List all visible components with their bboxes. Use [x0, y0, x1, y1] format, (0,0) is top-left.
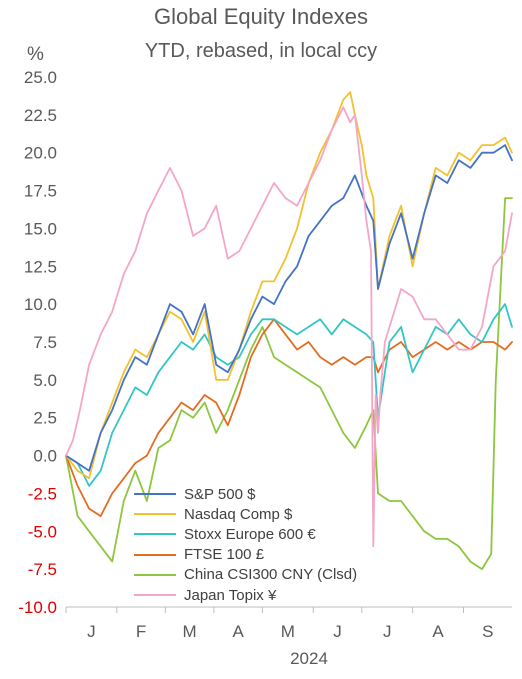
y-tick-label: 10.0 [24, 295, 57, 314]
legend-swatch [134, 594, 176, 597]
legend-label: Japan Topix ¥ [184, 586, 277, 604]
legend-item: China CSI300 CNY (Clsd) [134, 565, 357, 585]
chart-subtitle: YTD, rebased, in local ccy [144, 40, 378, 62]
x-tick-label: M [281, 622, 295, 641]
legend-item: Nasdaq Comp $ [134, 504, 357, 524]
x-tick-label: A [432, 622, 444, 641]
chart-legend: S&P 500 $ Nasdaq Comp $ Stoxx Europe 600 €… [134, 484, 357, 605]
legend-label: China CSI300 CNY (Clsd) [184, 566, 358, 584]
series-line-5 [65, 106, 513, 548]
x-tick-label: J [383, 622, 392, 641]
y-tick-label: -7.5 [28, 560, 57, 579]
y-tick-label: 5.0 [33, 371, 57, 390]
legend-label: S&P 500 $ [184, 485, 256, 503]
y-tick-label: 20.0 [24, 144, 57, 163]
series-line-3 [65, 318, 513, 517]
series-line-4 [65, 197, 513, 570]
series-line-2 [65, 303, 513, 487]
y-tick-label: 25.0 [24, 68, 57, 87]
y-tick-label: 17.5 [24, 182, 57, 201]
series-lines [65, 91, 513, 570]
x-tick-label: A [232, 622, 244, 641]
legend-label: Nasdaq Comp $ [184, 505, 293, 523]
legend-item: Japan Topix ¥ [134, 585, 357, 605]
y-tick-label: -10.0 [18, 598, 57, 617]
y-tick-label: 0.0 [33, 447, 57, 466]
legend-item: Stoxx Europe 600 € [134, 524, 357, 544]
series-line-1 [65, 91, 513, 480]
legend-swatch [134, 513, 176, 516]
legend-item: FTSE 100 £ [134, 545, 357, 565]
y-tick-label: 15.0 [24, 219, 57, 238]
x-tick-label: F [136, 622, 146, 641]
legend-item: S&P 500 $ [134, 484, 357, 504]
legend-swatch [134, 553, 176, 556]
series-line-0 [65, 144, 513, 472]
legend-swatch [134, 533, 176, 536]
chart-title: Global Equity Indexes [153, 4, 369, 29]
chart-axes: 25.0 22.5 20.0 17.5 15.0 12.5 10.0 7.5 5.0 2.5 0.0… [18, 68, 512, 668]
legend-label: Stoxx Europe 600 € [184, 525, 316, 543]
y-unit-label: % [27, 44, 44, 65]
y-tick-label: -2.5 [28, 484, 57, 503]
y-tick-label: 12.5 [24, 257, 57, 276]
y-tick-label: 7.5 [33, 333, 57, 352]
legend-swatch [134, 493, 176, 496]
y-tick-label: 22.5 [24, 106, 57, 125]
x-axis-year-label: 2024 [290, 649, 328, 668]
legend-swatch [134, 573, 176, 576]
x-tick-label: J [87, 622, 96, 641]
x-tick-label: J [333, 622, 342, 641]
y-tick-label: -5.0 [28, 522, 57, 541]
x-tick-label: M [183, 622, 197, 641]
y-tick-label: 2.5 [33, 409, 57, 428]
x-tick-label: S [482, 622, 493, 641]
legend-label: FTSE 100 £ [184, 546, 265, 564]
